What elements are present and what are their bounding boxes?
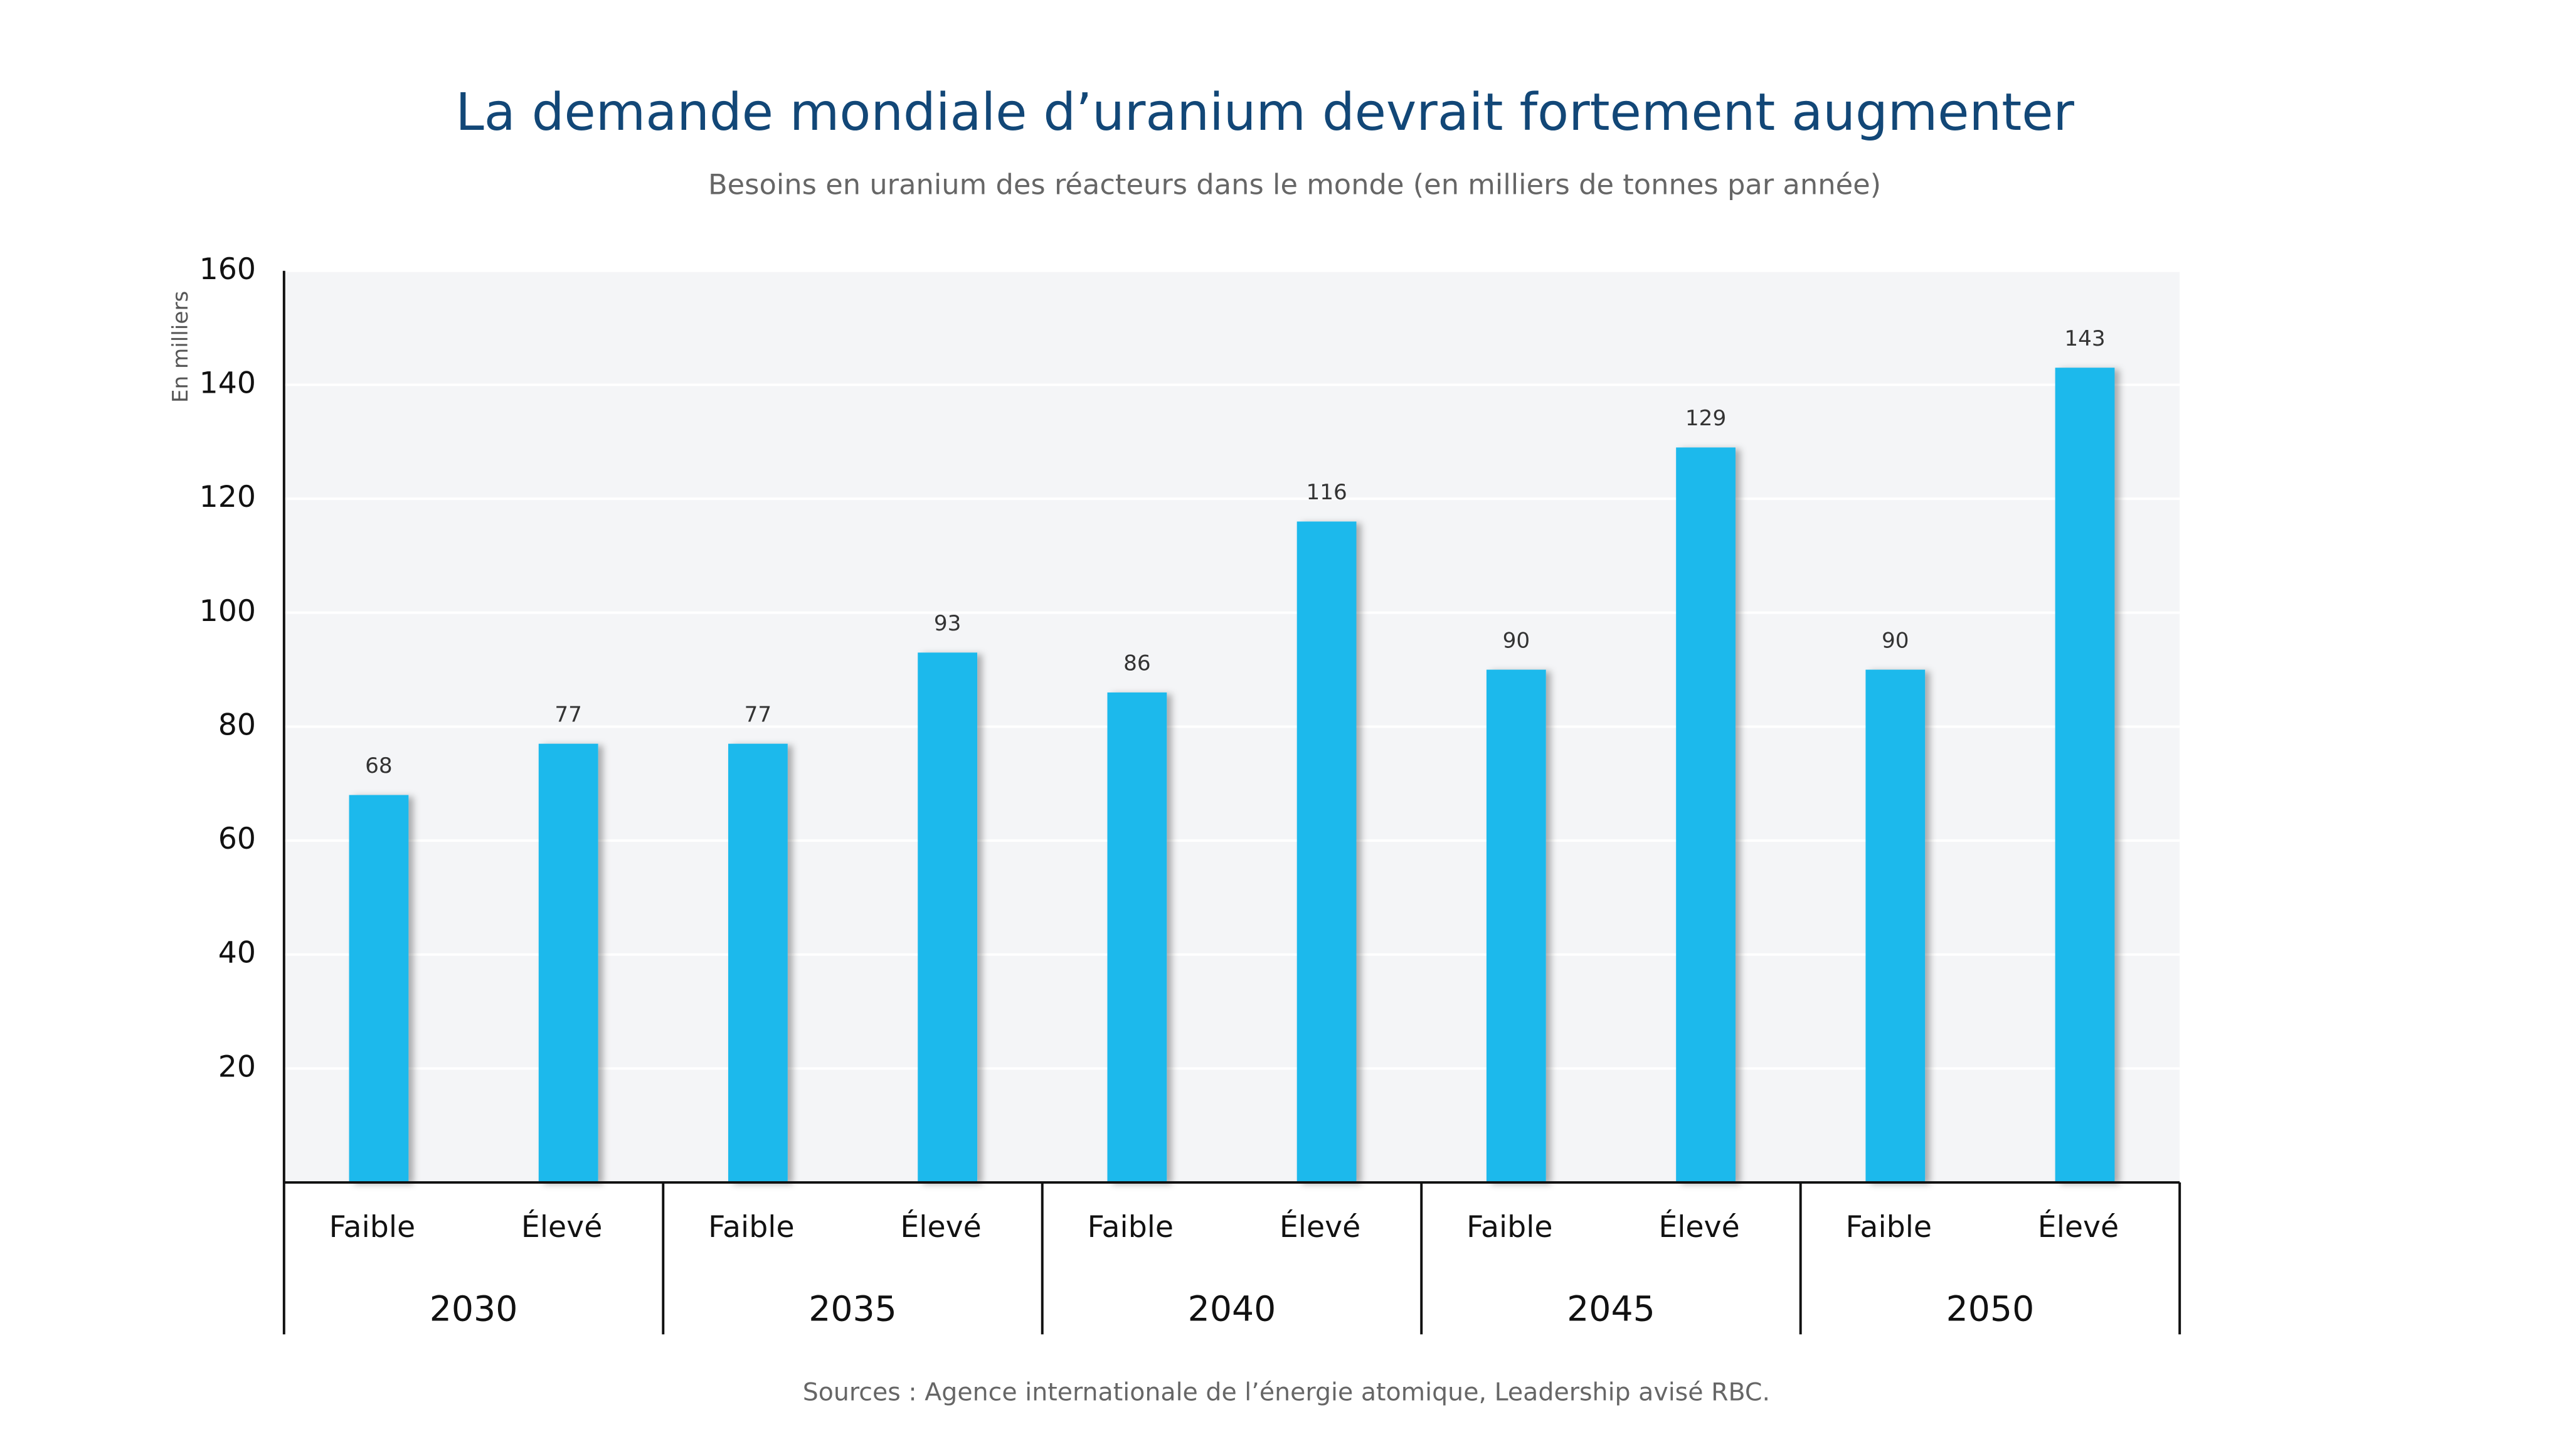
x-tick-label: Faible <box>329 1210 415 1245</box>
x-tick-label: Faible <box>1088 1210 1174 1245</box>
value-label: 90 <box>1882 628 1909 653</box>
group-label: 2050 <box>1946 1290 2035 1330</box>
x-tick-label: Élevé <box>1280 1209 1360 1245</box>
source-note: Sources : Agence internationale de l’éne… <box>803 1378 1770 1407</box>
x-tick-label: Faible <box>1466 1210 1552 1245</box>
value-label: 116 <box>1306 480 1347 505</box>
x-tick-label: Élevé <box>1658 1209 1739 1245</box>
value-label: 68 <box>365 753 393 778</box>
group-label: 2040 <box>1188 1290 1276 1330</box>
chart-title: La demande mondiale d’uranium devrait fo… <box>455 83 2074 142</box>
bar <box>349 795 409 1183</box>
bar <box>1296 521 1357 1183</box>
x-tick-label: Élevé <box>2038 1209 2119 1245</box>
group-label: 2045 <box>1567 1290 1655 1330</box>
bar <box>538 743 598 1183</box>
group-label: 2035 <box>808 1290 897 1330</box>
x-tick-label: Élevé <box>521 1209 602 1245</box>
x-tick-label: Faible <box>1846 1210 1932 1245</box>
y-tick-label: 120 <box>199 480 256 514</box>
value-label: 129 <box>1685 406 1726 431</box>
y-tick-label: 60 <box>218 822 256 856</box>
chart-subtitle: Besoins en uranium des réacteurs dans le… <box>708 168 1881 201</box>
group-label: 2030 <box>430 1290 518 1330</box>
bar <box>728 743 788 1183</box>
x-tick-label: Élevé <box>900 1209 981 1245</box>
value-label: 77 <box>554 702 582 727</box>
bar <box>1486 669 1546 1183</box>
y-tick-label: 20 <box>218 1049 256 1084</box>
value-label: 86 <box>1123 651 1151 676</box>
y-tick-label: 140 <box>199 366 256 400</box>
bar <box>1865 669 1926 1183</box>
x-tick-label: Faible <box>708 1210 794 1245</box>
y-tick-label: 40 <box>218 936 256 970</box>
bar <box>2055 368 2115 1183</box>
y-tick-label: 160 <box>199 252 256 287</box>
y-tick-label: 100 <box>199 594 256 629</box>
bar <box>1676 447 1736 1183</box>
value-label: 143 <box>2064 326 2105 351</box>
value-label: 90 <box>1503 628 1530 653</box>
bar <box>1107 692 1167 1183</box>
value-label: 77 <box>745 702 772 727</box>
y-tick-label: 80 <box>218 708 256 742</box>
y-axis-label: En milliers <box>168 291 193 403</box>
bar <box>918 652 978 1183</box>
value-label: 93 <box>934 611 962 636</box>
